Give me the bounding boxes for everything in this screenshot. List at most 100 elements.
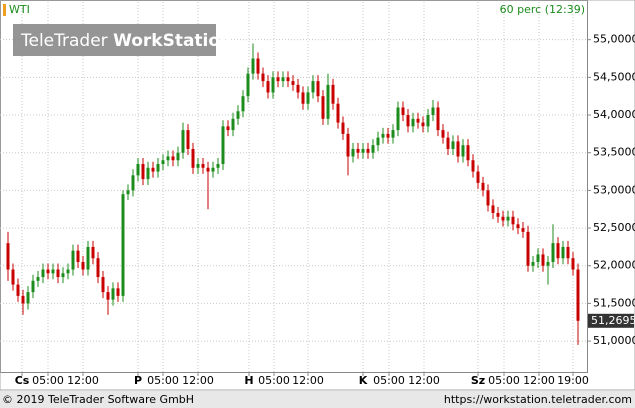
candle-body (561, 246, 565, 259)
candle-body (546, 261, 550, 266)
candle-body (251, 58, 255, 74)
x-tick-label: Sz (471, 374, 485, 387)
candle-body (566, 246, 570, 259)
candle-body (386, 133, 390, 138)
candle-body (81, 261, 85, 270)
series-marker (3, 4, 6, 16)
candle-body (576, 269, 580, 321)
candle-body (456, 141, 460, 157)
x-tick-label: 12:00 (408, 374, 440, 387)
candle-body (136, 164, 140, 176)
footer-url: https://workstation.teletrader.com (444, 393, 632, 406)
x-tick-label: P (134, 374, 142, 387)
candle-body (301, 92, 305, 104)
candle-body (346, 133, 350, 157)
candle-body (316, 81, 320, 97)
candle-body (271, 77, 275, 93)
candle-body (416, 118, 420, 123)
candle-body (101, 277, 105, 293)
footer-copyright: © 2019 TeleTrader Software GmbH (2, 393, 194, 406)
watermark-box (13, 24, 216, 56)
candle-body (246, 73, 250, 97)
x-tick-label: 12:00 (523, 374, 555, 387)
candle-body (6, 243, 10, 270)
candle-body (156, 164, 160, 172)
candle-body (511, 216, 515, 225)
candle-body (396, 107, 400, 131)
x-tick-label: 12:00 (67, 374, 99, 387)
candle-body (226, 126, 230, 131)
candle-body (481, 182, 485, 191)
y-tick-label: 53,5000 (593, 146, 635, 159)
candle-body (41, 269, 45, 278)
candle-body (441, 130, 445, 138)
candle-body (521, 228, 525, 232)
candle-body (336, 103, 340, 123)
candle-body (496, 212, 500, 217)
candle-body (21, 295, 25, 304)
candle-body (221, 126, 225, 165)
candle-body (356, 148, 360, 153)
candle-body (366, 148, 370, 153)
candle-body (231, 118, 235, 131)
y-tick-label: 51,5000 (593, 296, 635, 309)
candle-body (281, 77, 285, 82)
x-tick-label: H (244, 374, 253, 387)
candle-body (201, 164, 205, 168)
candle-body (236, 111, 240, 119)
candle-body (321, 96, 325, 119)
candle-body (506, 216, 510, 221)
x-tick-label: 19:00 (557, 374, 589, 387)
candle-body (466, 145, 470, 161)
candle-body (326, 84, 330, 119)
candle-body (211, 167, 215, 172)
candle-body (191, 148, 195, 168)
candle-body (501, 216, 505, 221)
candle-body (116, 288, 120, 296)
candle-body (46, 269, 50, 274)
candle-body (181, 130, 185, 153)
candle-body (86, 246, 90, 270)
x-tick-label: 05:00 (147, 374, 179, 387)
x-tick-label: 05:00 (373, 374, 405, 387)
candle-body (571, 258, 575, 270)
candle-body (266, 81, 270, 93)
candle-body (121, 194, 125, 296)
x-tick-label: 05:00 (32, 374, 64, 387)
candles (6, 43, 580, 345)
y-tick-label: 52,5000 (593, 221, 635, 234)
y-tick-label: 51,0000 (593, 334, 635, 347)
candle-body (91, 246, 95, 259)
candle-body (361, 148, 365, 153)
candle-body (141, 164, 145, 180)
candle-body (541, 254, 545, 266)
candle-body (51, 269, 55, 274)
outer-frame (0, 0, 635, 391)
candle-body (401, 107, 405, 116)
candle-body (551, 243, 555, 262)
candle-body (241, 96, 245, 112)
chart-title: 60 perc (12:39) (500, 3, 585, 16)
candle-body (151, 167, 155, 172)
watermark: TeleTrader WorkStation (20, 31, 232, 51)
candle-body (391, 130, 395, 138)
candle-body (426, 115, 430, 127)
candle-body (296, 84, 300, 93)
y-tick-label: 55,0000 (593, 33, 635, 46)
candle-body (411, 118, 415, 127)
candle-body (256, 58, 260, 74)
candle-body (376, 137, 380, 146)
candle-body (196, 164, 200, 168)
candle-body (11, 269, 15, 285)
candle-body (311, 81, 315, 93)
candle-body (276, 77, 280, 82)
candle-body (261, 73, 265, 82)
candle-body (36, 277, 40, 281)
x-tick-label: K (359, 374, 368, 387)
last-price-box (588, 313, 634, 328)
candle-body (106, 292, 110, 300)
candle-body (446, 137, 450, 149)
candle-body (216, 164, 220, 168)
candle-body (341, 122, 345, 134)
